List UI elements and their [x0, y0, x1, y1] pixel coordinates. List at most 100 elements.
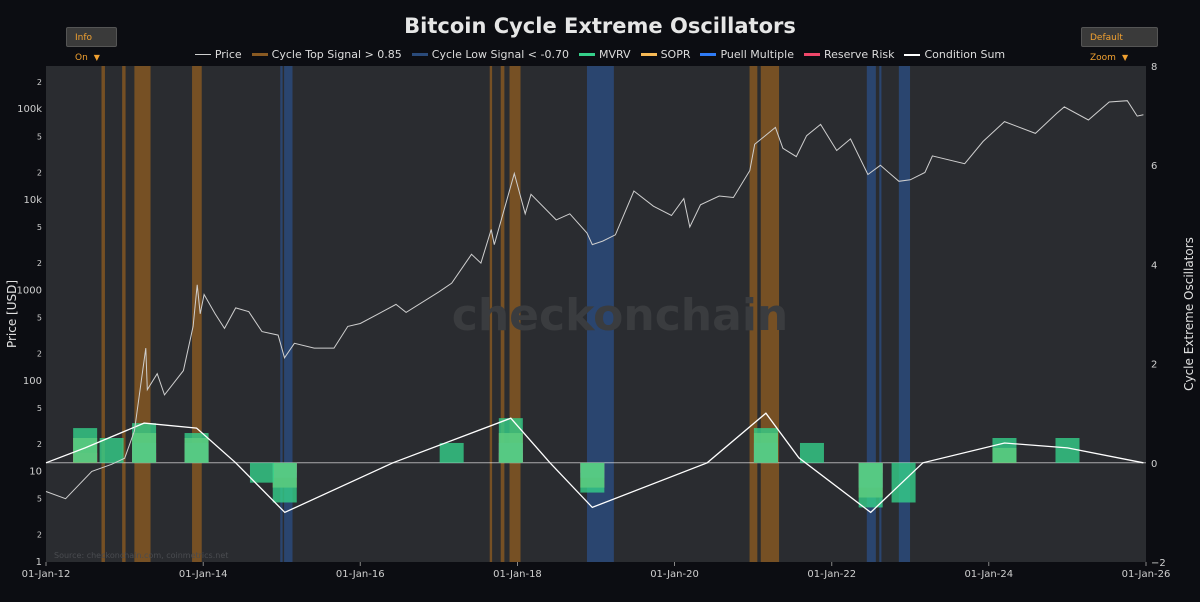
x-tick-label-5: 01-Jan-22: [807, 569, 856, 580]
y-tick-label-1: 2: [37, 531, 42, 540]
low-signal-band-3: [866, 66, 876, 562]
legend-item-sopr[interactable]: SOPR: [640, 48, 690, 61]
x-tick-label-2: 01-Jan-16: [336, 569, 385, 580]
chart-title: Bitcoin Cycle Extreme Oscillators: [404, 14, 796, 38]
legend-item-condition-sum[interactable]: Condition Sum: [904, 48, 1005, 61]
mvrv-bar-3: [184, 433, 209, 463]
y2-axis-title: Cycle Extreme Oscillators: [1182, 237, 1196, 391]
legend-item-low-signal[interactable]: Cycle Low Signal < -0.70: [411, 48, 569, 61]
y-axis-title: Price [USD]: [5, 280, 19, 348]
y-tick-label-7: 2: [37, 350, 42, 359]
low-signal-band-2: [586, 66, 614, 562]
reserve-risk-bar-6: [858, 462, 883, 473]
sopr-bar-8: [992, 447, 1017, 463]
y2-tick-label-2: 2: [1151, 360, 1157, 371]
y-tick-label-12: 10k: [23, 195, 42, 206]
x-tick-label-3: 01-Jan-18: [493, 569, 542, 580]
x-tick-label-7: 01-Jan-26: [1122, 569, 1171, 580]
y-tick-label-4: 2: [37, 440, 42, 449]
dropdown-arrow-icon: ▼: [1121, 53, 1129, 62]
info-toggle-button[interactable]: Info On ▼: [66, 27, 117, 63]
sopr-bar-3: [272, 462, 297, 488]
sopr-bar-0: [73, 438, 98, 463]
low-signal-band-4: [879, 66, 882, 562]
sopr-bar-7: [858, 462, 883, 498]
info-toggle-label: Info On: [75, 33, 93, 63]
y2-tick-label-4: 6: [1151, 161, 1157, 172]
x-tick-label-4: 01-Jan-20: [650, 569, 699, 580]
reserve-risk-bar-0: [73, 452, 98, 463]
mvrv-bar-0: [73, 428, 98, 463]
y-tick-label-0: 1: [36, 557, 42, 568]
top-signal-band-0: [101, 66, 105, 562]
sopr-bar-5: [580, 462, 605, 488]
low-signal-band-5: [898, 66, 911, 562]
x-tick-label-0: 01-Jan-12: [22, 569, 71, 580]
chart-legend: Price Cycle Top Signal > 0.85 Cycle Low …: [0, 48, 1200, 61]
top-signal-band-5: [500, 66, 505, 562]
legend-item-reserve-risk[interactable]: Reserve Risk: [803, 48, 894, 61]
sopr-bar-1: [132, 433, 157, 463]
mvrv-bar-10: [799, 442, 824, 463]
mvrv-bar-9: [753, 428, 778, 463]
puell-bar-6: [858, 462, 883, 488]
zoom-select-button[interactable]: Default Zoom ▼: [1081, 27, 1158, 63]
y-tick-label-5: 5: [37, 404, 42, 413]
mvrv-bar-13: [992, 438, 1017, 463]
y-tick-label-16: 2: [37, 78, 42, 87]
y-tick-label-6: 100: [23, 376, 42, 387]
reserve-risk-bar-2: [272, 462, 297, 473]
y2-tick-label-3: 4: [1151, 260, 1157, 271]
x-tick-label-6: 01-Jan-24: [964, 569, 1013, 580]
top-signal-band-2: [134, 66, 151, 562]
condition-sum-line: [45, 412, 1144, 514]
x-tick-label-1: 01-Jan-14: [179, 569, 228, 580]
legend-item-puell[interactable]: Puell Multiple: [700, 48, 794, 61]
top-signal-band-3: [192, 66, 202, 562]
top-signal-band-4: [489, 66, 493, 562]
low-signal-band-0: [280, 66, 283, 562]
y2-tick-label-1: 0: [1151, 459, 1157, 470]
y-tick-label-11: 5: [37, 223, 42, 232]
y-tick-label-2: 5: [37, 495, 42, 504]
top-signal-band-6: [509, 66, 521, 562]
legend-item-top-signal[interactable]: Cycle Top Signal > 0.85: [251, 48, 402, 61]
y2-tick-label-0: −2: [1151, 558, 1166, 569]
puell-bar-3: [498, 442, 523, 463]
top-signal-band-8: [760, 66, 780, 562]
mvrv-bar-5: [272, 462, 297, 503]
puell-bar-4: [580, 462, 605, 478]
legend-item-mvrv[interactable]: MVRV: [578, 48, 631, 61]
watermark: checkonchain: [452, 290, 788, 341]
low-signal-band-1: [284, 66, 293, 562]
puell-bar-5: [753, 442, 778, 463]
y-tick-label-14: 5: [37, 132, 42, 141]
zoom-select-label: Default Zoom: [1090, 33, 1123, 63]
y2-tick-label-5: 8: [1151, 62, 1157, 73]
mvrv-bar-8: [580, 462, 605, 493]
puell-bar-0: [132, 442, 157, 463]
price-line: [45, 100, 1144, 500]
sopr-bar-2: [184, 438, 209, 463]
y-tick-label-9: 1000: [17, 285, 42, 296]
y-tick-label-15: 100k: [17, 104, 42, 115]
source-note: Source: checkonchain.com, coinmetrics.ne…: [54, 551, 228, 560]
plot-area: [46, 66, 1146, 562]
y-tick-label-3: 10: [29, 466, 42, 477]
mvrv-bar-12: [891, 462, 916, 503]
top-signal-band-1: [122, 66, 126, 562]
legend-item-price[interactable]: Price: [194, 48, 242, 61]
puell-bar-1: [184, 442, 209, 463]
mvrv-bar-4: [249, 462, 274, 483]
puell-bar-2: [272, 462, 297, 478]
mvrv-bar-2: [132, 423, 157, 463]
dropdown-arrow-icon: ▼: [93, 53, 100, 62]
mvrv-bar-1: [99, 438, 124, 463]
sopr-bar-6: [753, 433, 778, 463]
mvrv-bar-7: [498, 418, 523, 463]
reserve-risk-bar-5: [753, 452, 778, 463]
reserve-risk-bar-1: [132, 452, 157, 463]
mvrv-bar-11: [858, 462, 883, 508]
reserve-risk-bar-3: [498, 452, 523, 463]
